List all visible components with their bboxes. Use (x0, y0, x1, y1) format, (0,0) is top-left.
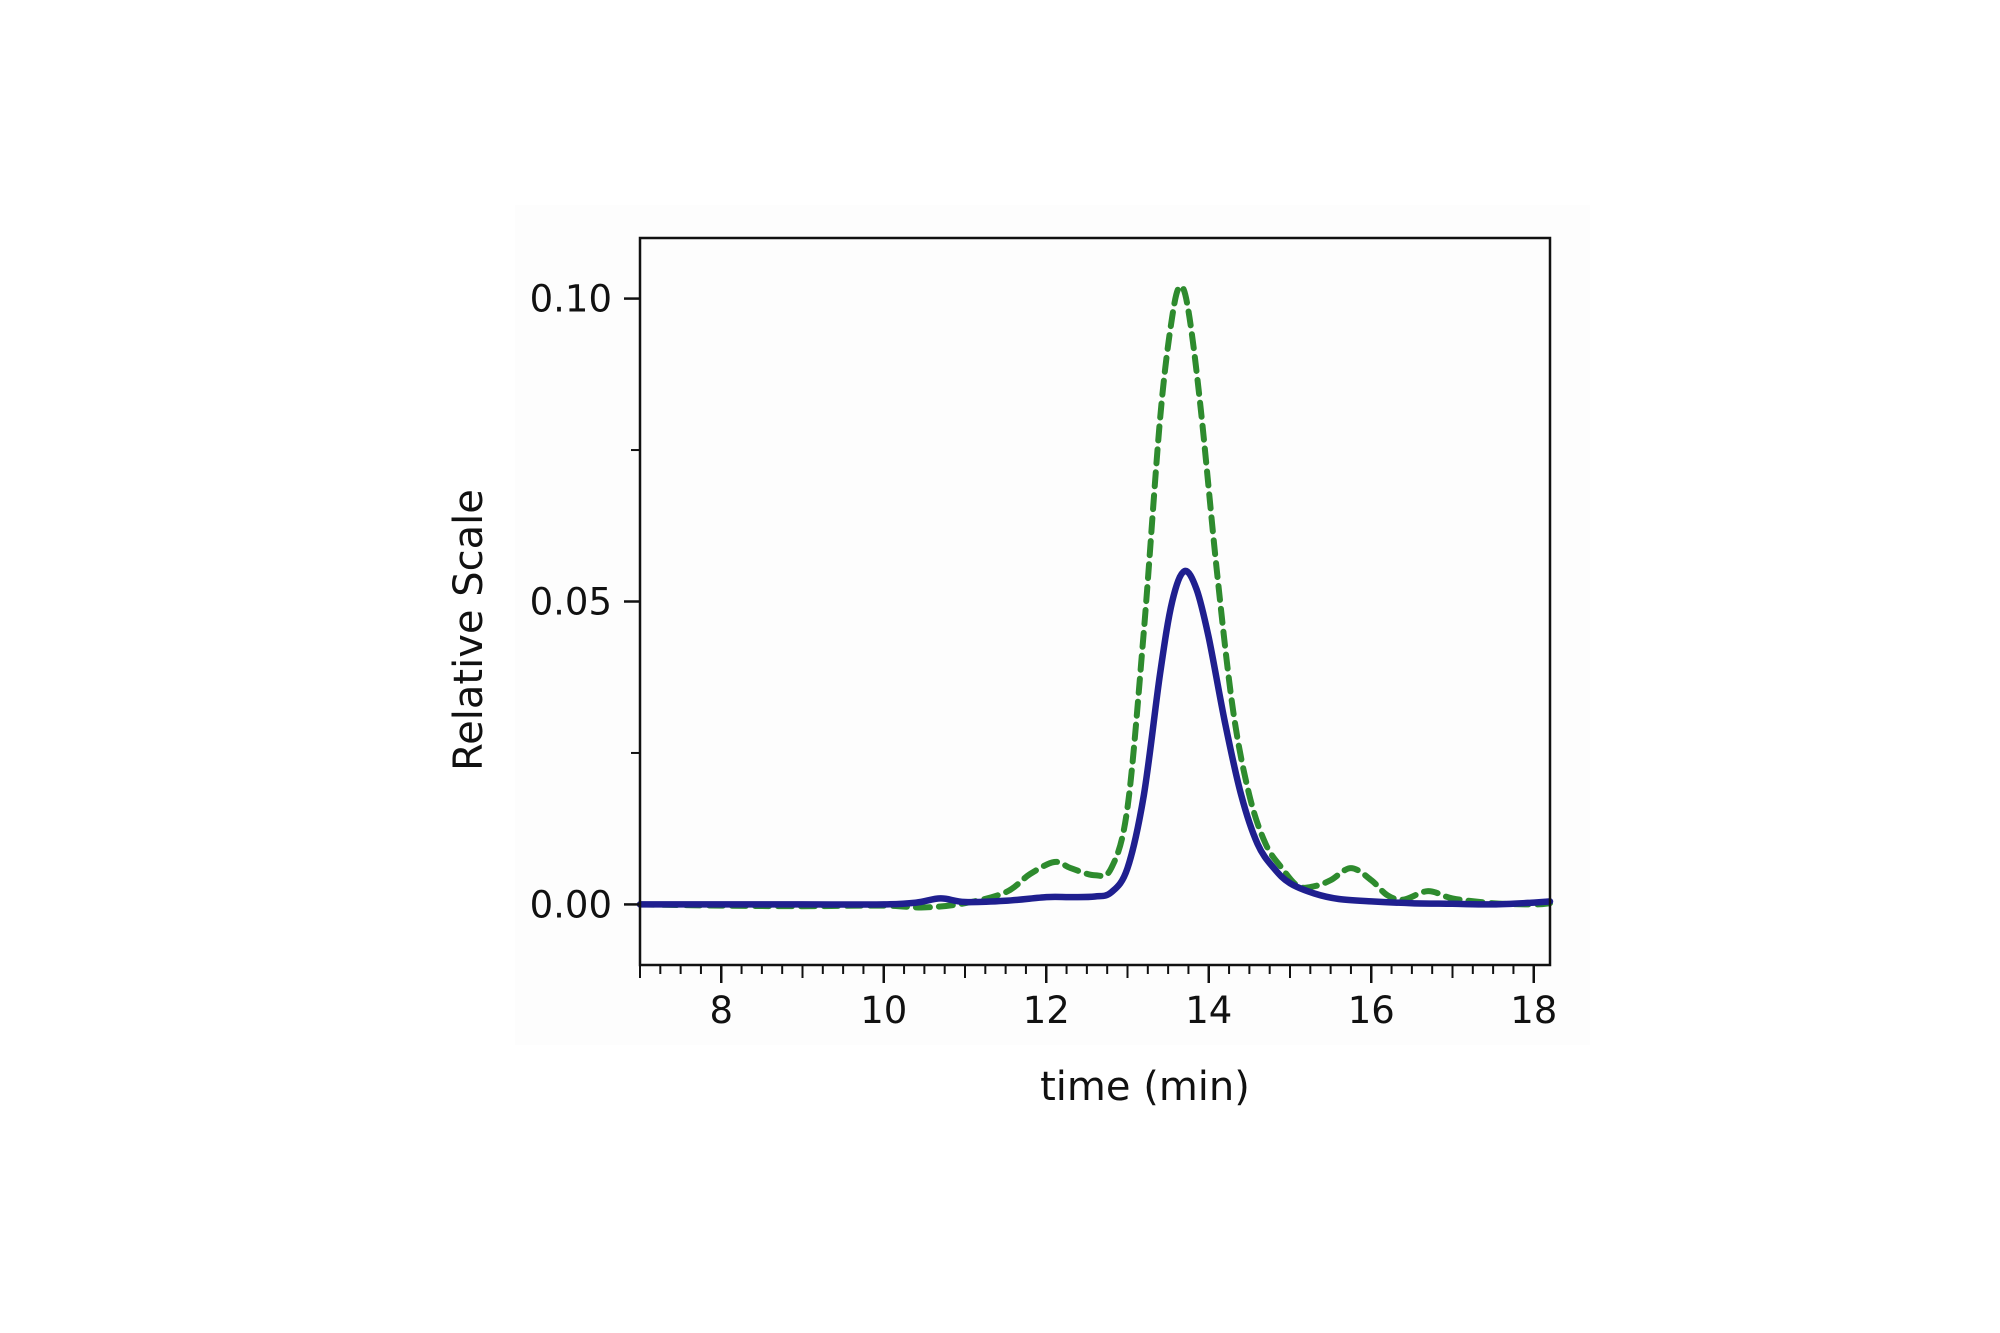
y-tick-label: 0.05 (530, 581, 612, 624)
x-tick-label: 12 (1023, 989, 1070, 1032)
x-tick-label: 16 (1348, 989, 1395, 1032)
x-tick-label: 14 (1185, 989, 1232, 1032)
y-axis-title: Relative Scale (446, 489, 492, 771)
y-axis: 0.00 0.05 0.10 (530, 278, 640, 926)
x-tick-label: 18 (1510, 989, 1557, 1032)
series-line-solid (636, 567, 1554, 908)
x-axis-title: time (min) (1040, 1064, 1250, 1110)
plot-frame (638, 236, 1552, 967)
x-tick-label: 10 (860, 989, 907, 1032)
series-layer (636, 283, 1554, 911)
y-tick-label: 0.10 (530, 278, 612, 321)
x-tick-label: 8 (709, 989, 733, 1032)
series-line-dashed (637, 283, 1553, 911)
plot-area (640, 238, 1550, 965)
x-axis: 8 10 12 14 16 18 (639, 965, 1557, 1032)
y-tick-label: 0.00 (530, 883, 612, 926)
